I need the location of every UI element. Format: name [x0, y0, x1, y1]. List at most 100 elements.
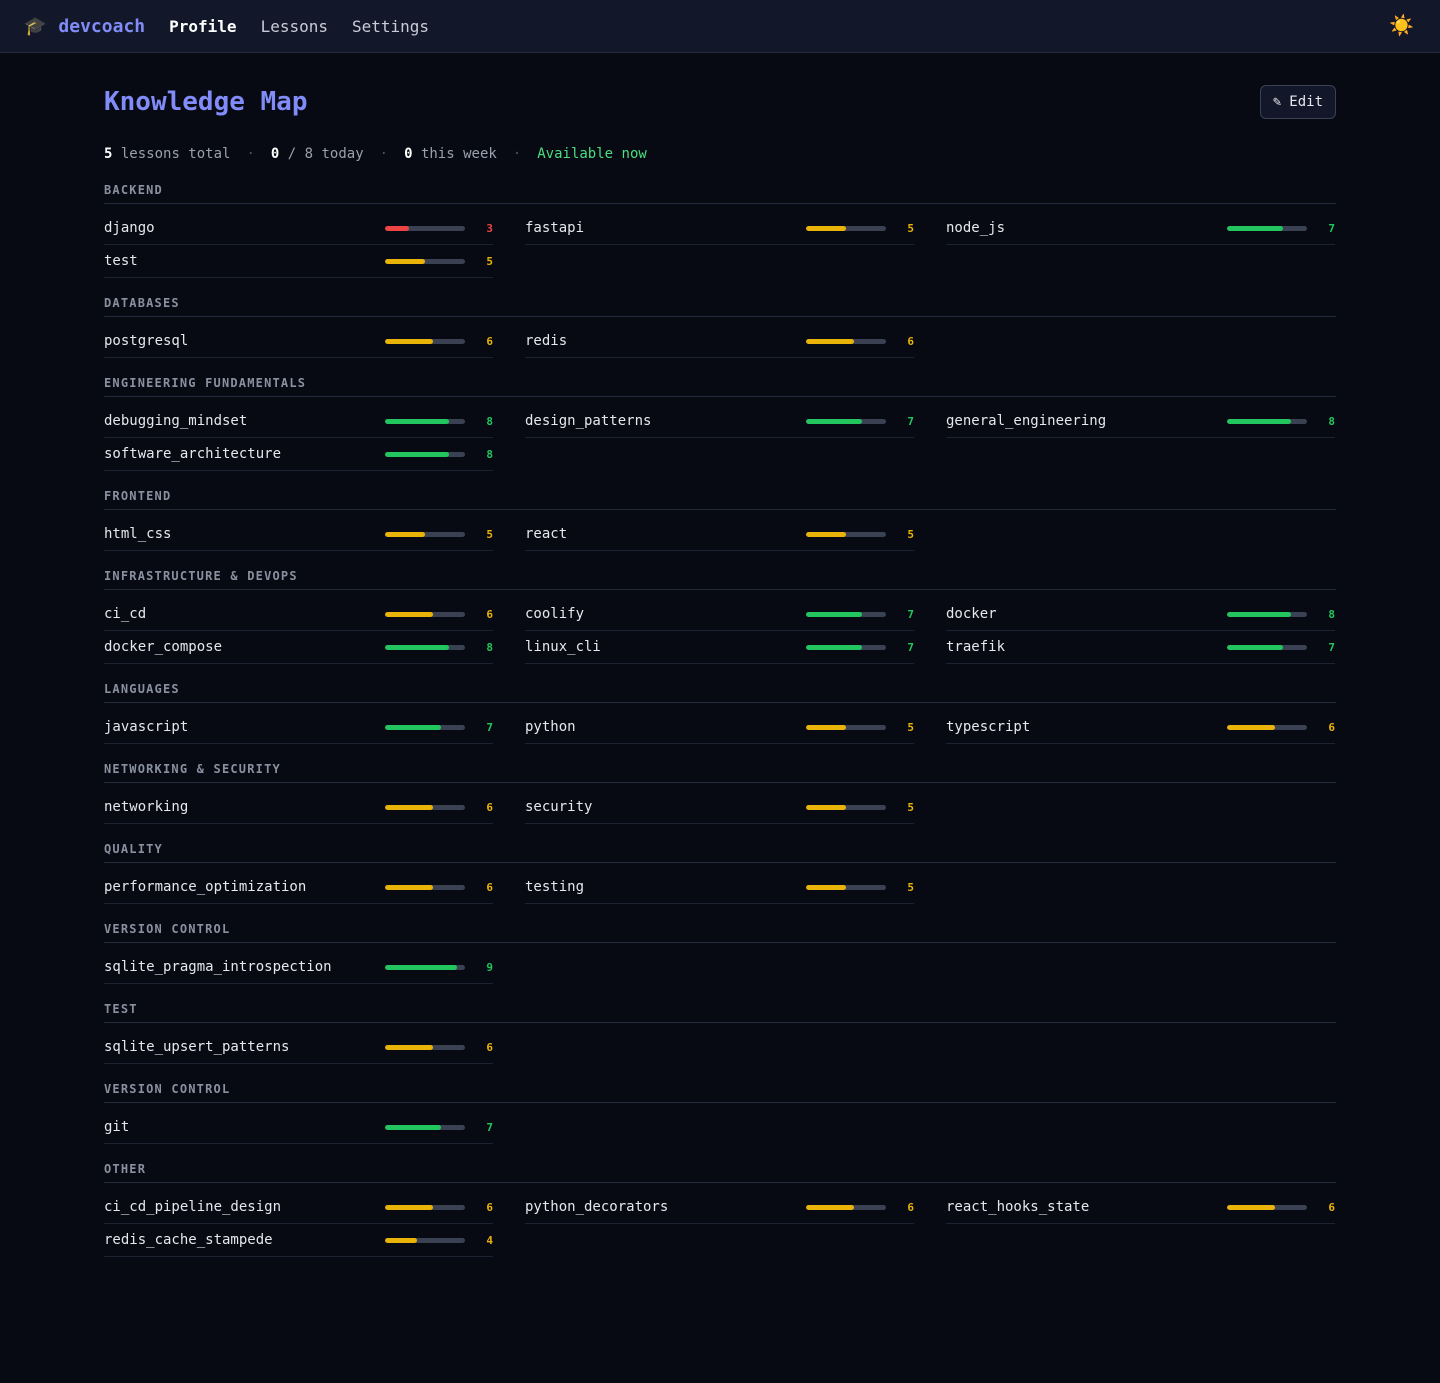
skill-item[interactable]: docker 8 [946, 598, 1335, 631]
sun-icon[interactable]: ☀️ [1389, 13, 1414, 37]
page-title: Knowledge Map [104, 87, 308, 117]
week-value: 0 [404, 146, 413, 162]
skill-item[interactable]: typescript 6 [946, 711, 1335, 744]
skill-item[interactable]: ci_cd 6 [104, 598, 493, 631]
skill-item[interactable]: sqlite_pragma_introspection 9 [104, 951, 493, 984]
skill-item[interactable]: security 5 [525, 791, 914, 824]
skill-progress-fill [1227, 644, 1283, 650]
skill-progress-bar [806, 338, 886, 344]
skill-progress-bar [385, 1237, 465, 1243]
category-title: DATABASES [104, 296, 1336, 317]
skill-item[interactable]: debugging_mindset 8 [104, 405, 493, 438]
skill-progress-bar [385, 884, 465, 890]
skill-name: react_hooks_state [946, 1199, 1090, 1215]
skill-progress-bar [385, 451, 465, 457]
skill-item[interactable]: react_hooks_state 6 [946, 1191, 1335, 1224]
skill-item[interactable]: python 5 [525, 711, 914, 744]
skill-score: 7 [907, 414, 914, 428]
skill-item[interactable]: linux_cli 7 [525, 631, 914, 664]
skill-item[interactable]: performance_optimization 6 [104, 871, 493, 904]
skill-progress-bar [806, 531, 886, 537]
skill-progress-bar [1227, 1204, 1307, 1210]
skill-item[interactable]: ci_cd_pipeline_design 6 [104, 1191, 493, 1224]
skill-item[interactable]: redis 6 [525, 325, 914, 358]
nav-link-settings[interactable]: Settings [352, 16, 430, 36]
skill-score: 4 [486, 1233, 493, 1247]
skill-name: react [525, 526, 568, 542]
skill-item[interactable]: node_js 7 [946, 212, 1335, 245]
skill-progress-fill [385, 804, 433, 810]
skill-name: fastapi [525, 220, 585, 236]
skill-progress-fill [385, 724, 441, 730]
nav-link-lessons[interactable]: Lessons [260, 16, 328, 36]
pencil-icon: ✎ [1272, 94, 1282, 110]
category-title: FRONTEND [104, 489, 1336, 510]
skill-score: 6 [486, 1200, 493, 1214]
skill-item[interactable]: coolify 7 [525, 598, 914, 631]
skill-item[interactable]: testing 5 [525, 871, 914, 904]
skill-progress-bar [1227, 611, 1307, 617]
skill-item[interactable]: python_decorators 6 [525, 1191, 914, 1224]
skill-progress-bar [806, 611, 886, 617]
skill-item[interactable]: fastapi 5 [525, 212, 914, 245]
skill-score: 7 [1328, 640, 1335, 654]
skill-progress-bar [1227, 644, 1307, 650]
skill-score: 5 [907, 720, 914, 734]
skill-item[interactable]: docker_compose 8 [104, 631, 493, 664]
skill-name: security [525, 799, 593, 815]
skill-item[interactable]: design_patterns 7 [525, 405, 914, 438]
skill-item[interactable]: redis_cache_stampede 4 [104, 1224, 493, 1257]
skill-score: 5 [907, 800, 914, 814]
separator: · [512, 146, 522, 162]
skill-item[interactable]: javascript 7 [104, 711, 493, 744]
skill-name: sqlite_pragma_introspection [104, 959, 332, 975]
skill-score: 8 [486, 640, 493, 654]
skill-progress-fill [1227, 724, 1275, 730]
skill-item[interactable]: networking 6 [104, 791, 493, 824]
skill-progress-fill [385, 644, 449, 650]
skill-progress-fill [806, 1204, 854, 1210]
skill-name: redis_cache_stampede [104, 1232, 273, 1248]
separator: · [379, 146, 389, 162]
category-quality: QUALITY performance_optimization 6 testing 5 [104, 842, 1336, 904]
category-other: OTHER ci_cd_pipeline_design 6 python_decora… [104, 1162, 1336, 1257]
skill-grid: sqlite_upsert_patterns 6 [104, 1031, 1336, 1064]
brand-name: devcoach [58, 15, 146, 37]
skill-item[interactable]: traefik 7 [946, 631, 1335, 664]
skill-item[interactable]: software_architecture 8 [104, 438, 493, 471]
category-title: INFRASTRUCTURE & DEVOPS [104, 569, 1336, 590]
skill-progress-bar [385, 1204, 465, 1210]
skill-progress-fill [385, 418, 449, 424]
skill-item[interactable]: sqlite_upsert_patterns 6 [104, 1031, 493, 1064]
skill-progress-bar [806, 1204, 886, 1210]
brand[interactable]: 🎓 devcoach [24, 16, 145, 37]
lessons-total-label: lessons total [120, 146, 231, 162]
skill-item[interactable]: django 3 [104, 212, 493, 245]
skill-name: traefik [946, 639, 1006, 655]
skill-progress-bar [385, 644, 465, 650]
skill-progress-bar [385, 258, 465, 264]
category-title: OTHER [104, 1162, 1336, 1183]
edit-button[interactable]: ✎ Edit [1259, 85, 1336, 119]
skill-progress-bar [385, 1124, 465, 1130]
skill-item[interactable]: test 5 [104, 245, 493, 278]
skill-name: test [104, 253, 138, 269]
skill-name: html_css [104, 526, 172, 542]
skill-item[interactable]: html_css 5 [104, 518, 493, 551]
category-languages: LANGUAGES javascript 7 python 5 typescript 6 [104, 682, 1336, 744]
skill-item[interactable]: react 5 [525, 518, 914, 551]
skill-name: networking [104, 799, 189, 815]
skill-item[interactable]: postgresql 6 [104, 325, 493, 358]
skill-progress-fill [385, 338, 433, 344]
skill-score: 5 [486, 254, 493, 268]
skill-score: 7 [907, 607, 914, 621]
skill-grid: performance_optimization 6 testing 5 [104, 871, 1336, 904]
skill-score: 5 [907, 880, 914, 894]
skill-item[interactable]: git 7 [104, 1111, 493, 1144]
skill-progress-fill [385, 258, 425, 264]
skill-progress-bar [385, 1044, 465, 1050]
skill-progress-fill [385, 1237, 417, 1243]
skill-score: 8 [486, 414, 493, 428]
nav-link-profile[interactable]: Profile [169, 16, 237, 36]
skill-item[interactable]: general_engineering 8 [946, 405, 1335, 438]
